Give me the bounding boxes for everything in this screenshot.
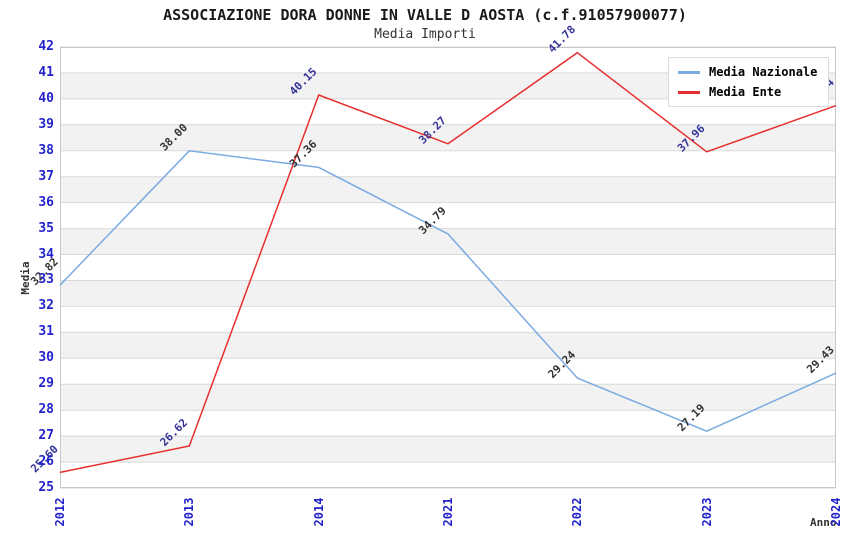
y-tick-label: 29 xyxy=(38,376,54,392)
y-tick-label: 40 xyxy=(38,90,54,106)
x-tick-label: 2012 xyxy=(53,497,67,527)
y-tick-label: 37 xyxy=(38,168,54,184)
x-tick-label: 2013 xyxy=(182,497,197,527)
y-tick-label: 32 xyxy=(38,298,54,314)
y-tick-label: 41 xyxy=(38,64,54,80)
y-tick-label: 39 xyxy=(38,116,54,132)
legend-item-media-nazionale: Media Nazionale xyxy=(678,65,817,79)
legend-label: Media Ente xyxy=(709,85,782,99)
x-tick-label: 2022 xyxy=(570,497,585,527)
plot-area: 32.82 38.00 37.36 34.79 29.24 27.19 29.43 25.60… xyxy=(28,23,837,489)
y-tick-label: 30 xyxy=(38,350,54,366)
y-tick-label: 25 xyxy=(38,480,54,495)
y-tick-label: 27 xyxy=(38,428,54,444)
series-line xyxy=(59,150,837,433)
series-line xyxy=(59,51,837,474)
y-tick-label: 42 xyxy=(38,39,54,54)
y-tick-label: 31 xyxy=(38,324,54,340)
plot-svg: 32.8238.0037.3634.7929.2427.1929.4325.60… xyxy=(28,23,837,489)
y-tick-label: 38 xyxy=(38,142,54,158)
y-tick-label: 26 xyxy=(38,454,54,470)
media-ente-line-swatch xyxy=(678,90,700,94)
x-tick-label: 2024 xyxy=(829,497,843,527)
legend-item-media-ente: Media Ente xyxy=(678,85,817,99)
y-tick-label: 36 xyxy=(38,194,54,210)
legend: Media Nazionale Media Ente xyxy=(668,57,830,107)
x-tick-label: 2021 xyxy=(441,497,455,527)
legend-label: Media Nazionale xyxy=(709,65,818,79)
x-tick-label: 2014 xyxy=(311,497,326,527)
x-tick-label: 2023 xyxy=(699,497,714,527)
y-tick-label: 35 xyxy=(38,220,54,236)
y-tick-label: 33 xyxy=(38,272,54,288)
y-tick-label: 34 xyxy=(38,246,54,262)
media-nazionale-line-swatch xyxy=(678,70,700,74)
x-axis-title: Anno xyxy=(810,516,837,529)
chart-title: ASSOCIAZIONE DORA DONNE IN VALLE D AOSTA… xyxy=(163,6,687,24)
chart-subtitle: Media Importi xyxy=(374,27,476,42)
y-tick-label: 28 xyxy=(38,402,54,418)
